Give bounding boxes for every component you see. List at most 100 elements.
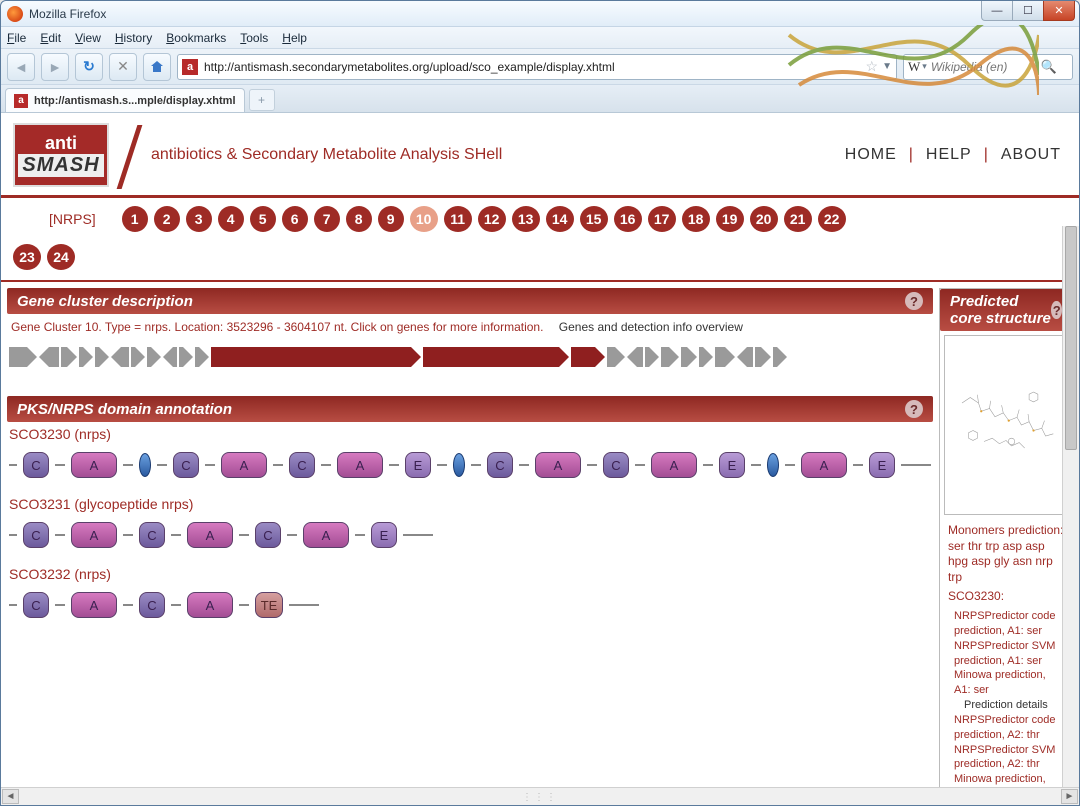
cluster-21[interactable]: 21 — [784, 206, 812, 232]
close-button[interactable]: ✕ — [1043, 1, 1075, 21]
gene-arrow[interactable] — [131, 347, 145, 367]
maximize-button[interactable]: ☐ — [1012, 1, 1044, 21]
menu-tools[interactable]: Tools — [240, 31, 268, 45]
menu-bookmarks[interactable]: Bookmarks — [166, 31, 226, 45]
gene-arrow[interactable] — [95, 347, 109, 367]
domain-C[interactable]: C — [139, 522, 165, 548]
nav-home[interactable]: HOME — [845, 146, 897, 163]
menu-help[interactable]: Help — [282, 31, 307, 45]
cluster-11[interactable]: 11 — [444, 206, 472, 232]
domain-E[interactable]: E — [719, 452, 745, 478]
gene-arrow[interactable] — [681, 347, 697, 367]
domain-E[interactable]: E — [371, 522, 397, 548]
menu-history[interactable]: History — [115, 31, 152, 45]
gene-arrow[interactable] — [715, 347, 735, 367]
gene-arrow[interactable] — [423, 347, 569, 367]
gene-arrow[interactable] — [211, 347, 421, 367]
gene-arrow[interactable] — [645, 347, 659, 367]
search-icon[interactable]: 🔍 — [1041, 59, 1057, 75]
carrier-domain[interactable] — [767, 453, 779, 477]
gene-arrow[interactable] — [147, 347, 161, 367]
cluster-9[interactable]: 9 — [378, 206, 404, 232]
cluster-6[interactable]: 6 — [282, 206, 308, 232]
menu-view[interactable]: View — [75, 31, 101, 45]
domain-A[interactable]: A — [71, 522, 117, 548]
domain-A[interactable]: A — [337, 452, 383, 478]
gene-arrow[interactable] — [163, 347, 177, 367]
genes-overview-link[interactable]: Genes and detection info overview — [559, 320, 743, 334]
domain-TE[interactable]: TE — [255, 592, 283, 618]
help-icon[interactable]: ? — [1051, 301, 1062, 319]
gene-arrow[interactable] — [571, 347, 605, 367]
cluster-13[interactable]: 13 — [512, 206, 540, 232]
reload-button[interactable]: ↻ — [75, 53, 103, 81]
url-bar[interactable]: a http://antismash.secondarymetabolites.… — [177, 54, 897, 80]
home-button[interactable] — [143, 53, 171, 81]
scrollbar-thumb[interactable] — [1065, 226, 1077, 450]
domain-C[interactable]: C — [139, 592, 165, 618]
gene-arrow[interactable] — [607, 347, 625, 367]
cluster-24[interactable]: 24 — [47, 244, 75, 270]
cluster-22[interactable]: 22 — [818, 206, 846, 232]
gene-arrow[interactable] — [61, 347, 77, 367]
domain-C[interactable]: C — [487, 452, 513, 478]
gene-name[interactable]: SCO3232 (nrps) — [9, 566, 931, 582]
cluster-8[interactable]: 8 — [346, 206, 372, 232]
gene-arrow[interactable] — [627, 347, 643, 367]
minimize-button[interactable]: — — [981, 1, 1013, 21]
gene-arrow[interactable] — [773, 347, 787, 367]
gene-arrow[interactable] — [79, 347, 93, 367]
domain-C[interactable]: C — [23, 522, 49, 548]
gene-arrow[interactable] — [737, 347, 753, 367]
menu-file[interactable]: File — [7, 31, 26, 45]
cluster-5[interactable]: 5 — [250, 206, 276, 232]
gene-name[interactable]: SCO3230 (nrps) — [9, 426, 931, 442]
domain-A[interactable]: A — [801, 452, 847, 478]
domain-A[interactable]: A — [187, 592, 233, 618]
domain-C[interactable]: C — [255, 522, 281, 548]
cluster-15[interactable]: 15 — [580, 206, 608, 232]
domain-E[interactable]: E — [405, 452, 431, 478]
cluster-7[interactable]: 7 — [314, 206, 340, 232]
help-icon[interactable]: ? — [905, 400, 923, 418]
help-icon[interactable]: ? — [905, 292, 923, 310]
horizontal-scrollbar[interactable]: ◄ ⋮⋮⋮ ► — [1, 787, 1079, 805]
cluster-2[interactable]: 2 — [154, 206, 180, 232]
vertical-scrollbar[interactable] — [1062, 226, 1079, 787]
forward-button[interactable]: ► — [41, 53, 69, 81]
gene-arrow[interactable] — [699, 347, 713, 367]
domain-C[interactable]: C — [23, 452, 49, 478]
nav-help[interactable]: HELP — [926, 146, 972, 163]
gene-arrow[interactable] — [111, 347, 129, 367]
domain-C[interactable]: C — [23, 592, 49, 618]
search-bar[interactable]: W ▾ 🔍 — [903, 54, 1073, 80]
cluster-23[interactable]: 23 — [13, 244, 41, 270]
cluster-18[interactable]: 18 — [682, 206, 710, 232]
cluster-17[interactable]: 17 — [648, 206, 676, 232]
cluster-16[interactable]: 16 — [614, 206, 642, 232]
domain-A[interactable]: A — [221, 452, 267, 478]
prediction-details-link[interactable]: Prediction details — [964, 698, 1062, 713]
carrier-domain[interactable] — [453, 453, 465, 477]
antismash-logo[interactable]: anti SMASH — [13, 123, 109, 187]
domain-C[interactable]: C — [603, 452, 629, 478]
url-dropdown-icon[interactable]: ▼ — [882, 61, 892, 72]
nav-about[interactable]: ABOUT — [1001, 146, 1061, 163]
bookmark-star-icon[interactable]: ☆ — [866, 58, 879, 75]
cluster-1[interactable]: 1 — [122, 206, 148, 232]
gene-arrow[interactable] — [9, 347, 37, 367]
cluster-14[interactable]: 14 — [546, 206, 574, 232]
scroll-left-button[interactable]: ◄ — [2, 789, 19, 804]
cluster-4[interactable]: 4 — [218, 206, 244, 232]
browser-tab[interactable]: a http://antismash.s...mple/display.xhtm… — [5, 88, 245, 112]
gene-arrow[interactable] — [661, 347, 679, 367]
domain-A[interactable]: A — [303, 522, 349, 548]
domain-A[interactable]: A — [71, 592, 117, 618]
domain-C[interactable]: C — [289, 452, 315, 478]
domain-C[interactable]: C — [173, 452, 199, 478]
cluster-20[interactable]: 20 — [750, 206, 778, 232]
cluster-12[interactable]: 12 — [478, 206, 506, 232]
carrier-domain[interactable] — [139, 453, 151, 477]
gene-arrow[interactable] — [755, 347, 771, 367]
domain-A[interactable]: A — [71, 452, 117, 478]
